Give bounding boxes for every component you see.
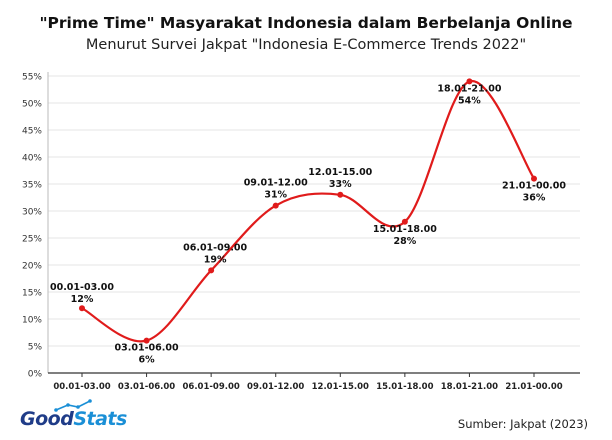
logo-wordmark: GoodStats (20, 408, 127, 430)
x-tick-label: 00.01-03.00 (53, 382, 110, 392)
data-point (208, 267, 215, 274)
y-tick-label: 35% (22, 181, 42, 191)
x-tick-label: 03.01-06.00 (118, 382, 175, 392)
y-tick-label: 25% (22, 235, 42, 245)
y-tick-label: 30% (22, 208, 42, 218)
y-tick-label: 50% (22, 100, 42, 110)
chart-subtitle: Menurut Survei Jakpat "Indonesia E-Comme… (85, 37, 527, 53)
data-label: 12% (71, 294, 94, 305)
y-tick-label: 10% (22, 316, 42, 326)
point-label: 00.01-03.00 (50, 282, 114, 293)
point-label: 18.01-21.00 (437, 83, 501, 94)
point-label: 15.01-18.00 (373, 224, 437, 235)
point-label: 09.01-12.00 (244, 178, 308, 189)
data-point (401, 218, 408, 225)
logo-good-text: Good (20, 408, 74, 430)
data-point (79, 305, 85, 312)
data-point (466, 78, 473, 85)
data-label: 54% (458, 95, 481, 106)
data-point (337, 191, 344, 198)
data-point (143, 337, 150, 344)
x-tick-label: 09.01-12.00 (247, 382, 304, 392)
y-tick-label: 20% (22, 262, 42, 272)
x-tick-label: 18.01-21.00 (441, 382, 498, 392)
data-point (531, 175, 537, 182)
y-tick-label: 45% (22, 127, 42, 137)
y-tick-label: 5% (28, 343, 43, 353)
data-point (272, 202, 279, 209)
data-label: 31% (264, 190, 287, 201)
y-tick-label: 40% (22, 154, 42, 164)
point-label: 21.01-00.00 (502, 181, 566, 192)
data-label: 19% (204, 254, 227, 265)
data-label: 33% (329, 179, 352, 190)
x-tick-label: 15.01-18.00 (376, 382, 433, 392)
y-tick-label: 55% (22, 73, 42, 83)
logo-mark-icon (54, 399, 92, 412)
chart-title: "Prime Time" Masyarakat Indonesia dalam … (39, 14, 573, 32)
point-label: 06.01-09.00 (183, 242, 247, 253)
point-label: 12.01-15.00 (308, 167, 372, 178)
goodstats-logo: GoodStats (20, 399, 130, 434)
y-tick-label: 15% (22, 289, 42, 299)
x-tick-label: 21.01-00.00 (505, 382, 562, 392)
data-label: 6% (139, 355, 156, 366)
source-text: Sumber: Jakpat (2023) (457, 417, 588, 431)
point-label: 03.01-06.00 (115, 343, 179, 354)
x-tick-label: 12.01-15.00 (312, 382, 369, 392)
data-label: 28% (393, 236, 416, 247)
data-label: 36% (523, 193, 546, 204)
y-tick-label: 0% (28, 370, 43, 380)
x-tick-label: 06.01-09.00 (182, 382, 239, 392)
logo-stats-text: Stats (73, 408, 127, 430)
